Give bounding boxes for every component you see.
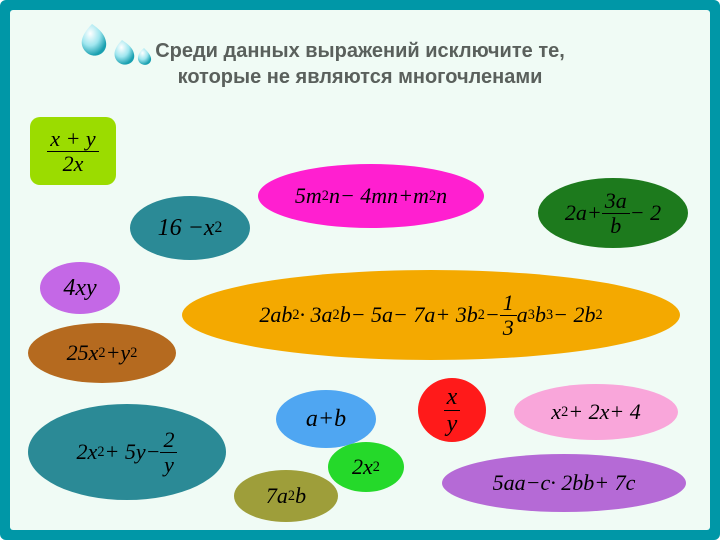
title-line-1: Среди данных выражений исключите те, bbox=[10, 38, 710, 64]
slide-title: Среди данных выражений исключите те, кот… bbox=[10, 38, 710, 90]
title-line-2: которые не являются многочленами bbox=[10, 64, 710, 90]
expression-b5[interactable]: 4xy bbox=[40, 262, 120, 314]
expression-b7[interactable]: 2ab2 · 3a2b − 5a − 7a + 3b2 − 13a3b3 − 2… bbox=[182, 270, 680, 360]
expression-b3[interactable]: 5m2n − 4mn + m2n bbox=[258, 164, 484, 228]
expression-b2[interactable]: 16 − x2 bbox=[130, 196, 250, 260]
expression-b1[interactable]: x + y2x bbox=[30, 117, 116, 185]
expression-b12[interactable]: xy bbox=[418, 378, 486, 442]
expression-b10[interactable]: 2x2 bbox=[328, 442, 404, 492]
expression-b6[interactable]: 25x2 + y2 bbox=[28, 323, 176, 383]
expression-b8[interactable]: 2x2 + 5y − 2y bbox=[28, 404, 226, 500]
expression-b14[interactable]: 5aa − c · 2bb + 7c bbox=[442, 454, 686, 512]
slide-inner: Среди данных выражений исключите те, кот… bbox=[10, 10, 710, 530]
expression-b9[interactable]: a + b bbox=[276, 390, 376, 448]
expression-b4[interactable]: 2a + 3ab − 2 bbox=[538, 178, 688, 248]
expression-b13[interactable]: x2 + 2x + 4 bbox=[514, 384, 678, 440]
expression-b11[interactable]: 7a2b bbox=[234, 470, 338, 522]
slide-frame: Среди данных выражений исключите те, кот… bbox=[0, 0, 720, 540]
